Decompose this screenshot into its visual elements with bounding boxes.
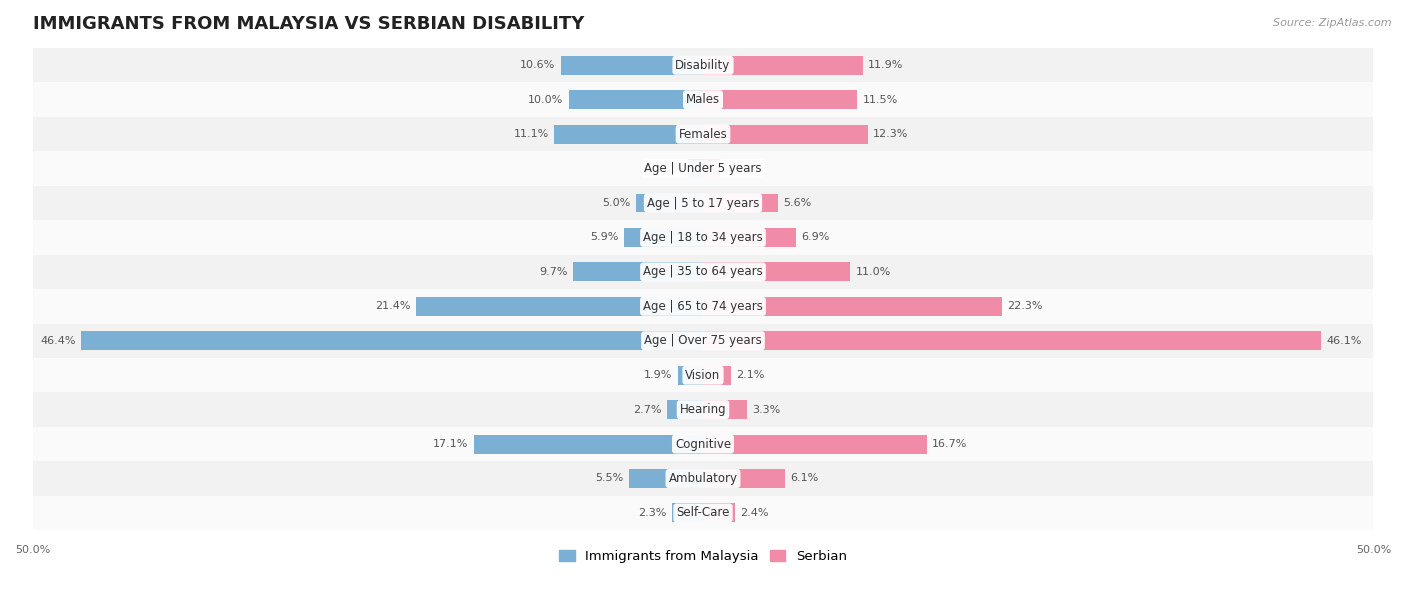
Text: Age | 65 to 74 years: Age | 65 to 74 years xyxy=(643,300,763,313)
Text: Self-Care: Self-Care xyxy=(676,506,730,520)
Text: 5.5%: 5.5% xyxy=(596,474,624,483)
Text: 3.3%: 3.3% xyxy=(752,405,780,414)
Bar xyxy=(672,504,703,523)
Text: Age | 18 to 34 years: Age | 18 to 34 years xyxy=(643,231,763,244)
Bar xyxy=(32,427,1374,461)
Text: 46.4%: 46.4% xyxy=(39,336,76,346)
Bar xyxy=(703,435,927,453)
Bar xyxy=(569,90,703,109)
Text: 2.3%: 2.3% xyxy=(638,508,666,518)
Legend: Immigrants from Malaysia, Serbian: Immigrants from Malaysia, Serbian xyxy=(554,545,852,568)
Text: 12.3%: 12.3% xyxy=(873,129,908,139)
Text: Vision: Vision xyxy=(685,368,721,382)
Bar xyxy=(636,193,703,212)
Bar xyxy=(689,159,703,178)
Bar xyxy=(678,366,703,385)
Bar xyxy=(474,435,703,453)
Text: 5.9%: 5.9% xyxy=(591,233,619,242)
Bar xyxy=(666,400,703,419)
Bar xyxy=(630,469,703,488)
Bar xyxy=(561,56,703,75)
Text: Disability: Disability xyxy=(675,59,731,72)
Text: 1.3%: 1.3% xyxy=(725,163,754,174)
Bar xyxy=(703,263,851,282)
Text: Age | 5 to 17 years: Age | 5 to 17 years xyxy=(647,196,759,209)
Text: Males: Males xyxy=(686,93,720,106)
Bar xyxy=(703,297,1002,316)
Bar xyxy=(32,461,1374,496)
Bar xyxy=(32,83,1374,117)
Text: 2.1%: 2.1% xyxy=(737,370,765,380)
Bar xyxy=(32,48,1374,83)
Bar xyxy=(82,331,703,350)
Text: 21.4%: 21.4% xyxy=(375,301,411,312)
Text: 6.1%: 6.1% xyxy=(790,474,818,483)
Text: 11.5%: 11.5% xyxy=(862,95,898,105)
Text: 5.0%: 5.0% xyxy=(602,198,631,208)
Text: 22.3%: 22.3% xyxy=(1007,301,1043,312)
Bar xyxy=(32,220,1374,255)
Text: 46.1%: 46.1% xyxy=(1326,336,1362,346)
Text: IMMIGRANTS FROM MALAYSIA VS SERBIAN DISABILITY: IMMIGRANTS FROM MALAYSIA VS SERBIAN DISA… xyxy=(32,15,583,33)
Text: Hearing: Hearing xyxy=(679,403,727,416)
Text: 2.7%: 2.7% xyxy=(633,405,661,414)
Text: 17.1%: 17.1% xyxy=(433,439,468,449)
Bar xyxy=(416,297,703,316)
Bar xyxy=(574,263,703,282)
Text: Age | 35 to 64 years: Age | 35 to 64 years xyxy=(643,266,763,278)
Bar xyxy=(32,151,1374,186)
Bar xyxy=(32,117,1374,151)
Bar xyxy=(703,366,731,385)
Text: 9.7%: 9.7% xyxy=(538,267,568,277)
Bar xyxy=(703,159,720,178)
Bar xyxy=(703,193,778,212)
Bar xyxy=(32,255,1374,289)
Bar xyxy=(32,392,1374,427)
Text: 10.0%: 10.0% xyxy=(529,95,564,105)
Text: Age | Over 75 years: Age | Over 75 years xyxy=(644,334,762,347)
Bar xyxy=(703,504,735,523)
Text: 5.6%: 5.6% xyxy=(783,198,811,208)
Bar xyxy=(624,228,703,247)
Bar xyxy=(703,228,796,247)
Bar xyxy=(703,400,747,419)
Bar xyxy=(554,125,703,144)
Text: Females: Females xyxy=(679,128,727,141)
Bar xyxy=(32,496,1374,530)
Text: Ambulatory: Ambulatory xyxy=(668,472,738,485)
Text: 11.1%: 11.1% xyxy=(513,129,548,139)
Bar xyxy=(32,186,1374,220)
Text: Age | Under 5 years: Age | Under 5 years xyxy=(644,162,762,175)
Bar xyxy=(32,358,1374,392)
Text: 2.4%: 2.4% xyxy=(741,508,769,518)
Bar xyxy=(703,125,868,144)
Bar xyxy=(703,56,862,75)
Bar xyxy=(32,289,1374,324)
Bar xyxy=(703,469,785,488)
Bar xyxy=(703,90,858,109)
Text: 11.9%: 11.9% xyxy=(868,60,903,70)
Text: 1.1%: 1.1% xyxy=(655,163,683,174)
Text: 1.9%: 1.9% xyxy=(644,370,672,380)
Text: 11.0%: 11.0% xyxy=(856,267,891,277)
Bar xyxy=(32,324,1374,358)
Text: Cognitive: Cognitive xyxy=(675,438,731,450)
Text: 10.6%: 10.6% xyxy=(520,60,555,70)
Text: 16.7%: 16.7% xyxy=(932,439,967,449)
Text: Source: ZipAtlas.com: Source: ZipAtlas.com xyxy=(1274,18,1392,28)
Text: 6.9%: 6.9% xyxy=(801,233,830,242)
Bar xyxy=(703,331,1322,350)
